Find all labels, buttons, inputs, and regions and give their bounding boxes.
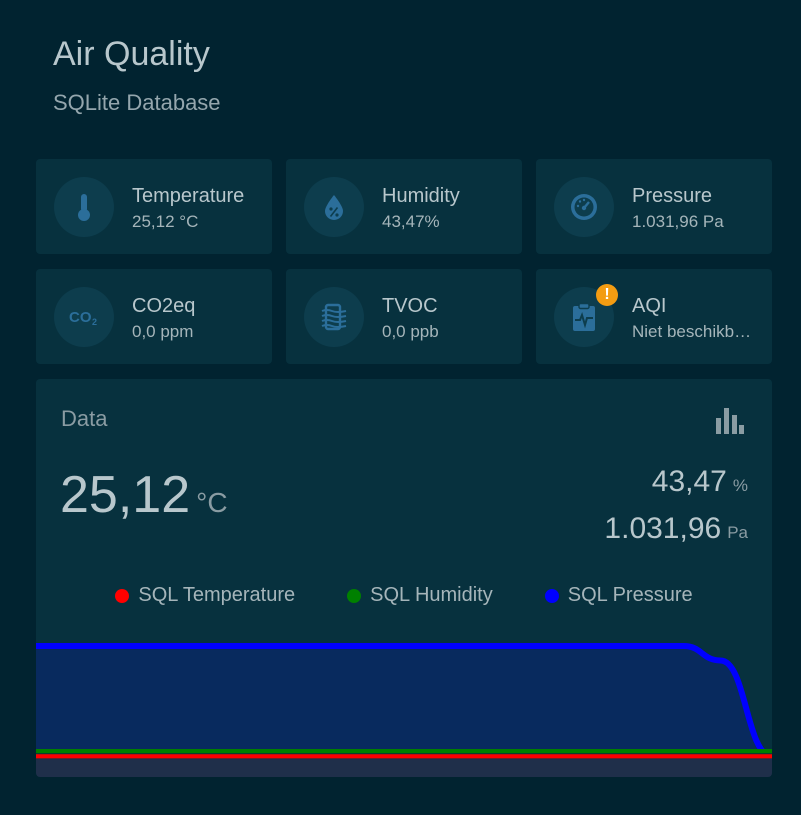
legend-item[interactable]: SQL Temperature (115, 584, 295, 607)
sensor-card-humidity[interactable]: Humidity 43,47% (286, 159, 522, 254)
sensor-card-co2eq[interactable]: CO 2 CO2eq 0,0 ppm (36, 269, 272, 364)
water-percent-icon (304, 177, 364, 237)
sensor-value: 1.031,96 Pa (632, 212, 724, 231)
legend-dot (544, 588, 559, 603)
sensor-card-temperature[interactable]: Temperature 25,12 °C (36, 159, 272, 254)
sensor-value: 25,12 °C (132, 212, 199, 231)
secondary-unit: Pa (727, 523, 748, 542)
legend-dot (347, 588, 362, 603)
legend-label: SQL Pressure (567, 584, 693, 606)
main-unit: °C (196, 487, 228, 518)
thermometer-icon (54, 177, 114, 237)
sensor-card-tvoc[interactable]: TVOC 0,0 ppb (286, 269, 522, 364)
legend-item[interactable]: SQL Humidity (347, 584, 493, 607)
secondary-value: 43,47 (651, 465, 727, 498)
main-state: 25,12 °C (60, 465, 228, 525)
sensor-card-pressure[interactable]: Pressure 1.031,96 Pa (536, 159, 772, 254)
history-graph-card[interactable]: Data 25,12 °C 43,47% 1.031,96 Pa SQL Tempe… (36, 379, 772, 777)
chart-legend: SQL Temperature SQL Humidity SQL Pressure (36, 584, 772, 607)
page-title: Air Quality (53, 35, 210, 73)
secondary-state-pressure: 1.031,96 Pa (604, 512, 748, 546)
graph-title: Data (61, 406, 108, 431)
sensor-label: AQI (632, 295, 667, 317)
svg-text:2: 2 (92, 317, 97, 327)
sensor-label: CO2eq (132, 295, 196, 317)
warning-badge: ! (596, 284, 618, 306)
sensor-card-aqi[interactable]: ! AQI Niet beschikbaar (536, 269, 772, 364)
sensor-value: 0,0 ppb (382, 322, 439, 341)
series-area (36, 646, 772, 759)
chart-plot (36, 643, 772, 777)
sensor-value: 0,0 ppm (132, 322, 194, 341)
gauge-icon (554, 177, 614, 237)
co2-icon: CO 2 (54, 287, 114, 347)
legend-label: SQL Humidity (370, 584, 493, 606)
sensor-value: 43,47% (382, 212, 440, 231)
secondary-state-humidity: 43,47% (652, 465, 748, 499)
page-subtitle: SQLite Database (53, 90, 221, 115)
sensor-label: Temperature (132, 185, 245, 207)
bar-chart-icon[interactable] (714, 405, 744, 440)
sensor-value: Niet beschikbaar (632, 322, 754, 341)
sensor-label: TVOC (382, 295, 438, 317)
sensor-label: Humidity (382, 185, 460, 207)
secondary-value: 1.031,96 (604, 512, 722, 545)
page-header: Air Quality SQLite Database (53, 34, 221, 116)
legend-item[interactable]: SQL Pressure (544, 584, 693, 607)
legend-dot (115, 588, 130, 603)
chart-baseline (36, 759, 772, 777)
secondary-unit: % (732, 476, 748, 495)
clipboard-pulse-icon (554, 287, 614, 347)
legend-label: SQL Temperature (138, 584, 296, 606)
air-filter-icon (304, 287, 364, 347)
svg-text:CO: CO (69, 309, 92, 326)
sensor-label: Pressure (632, 185, 713, 207)
main-value: 25,12 (60, 466, 191, 524)
series-line (36, 643, 772, 760)
